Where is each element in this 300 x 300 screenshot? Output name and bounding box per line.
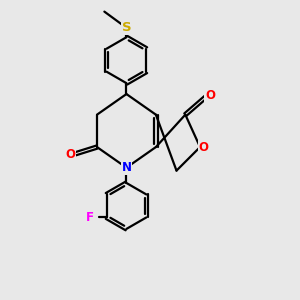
Text: N: N	[122, 161, 131, 174]
Text: O: O	[206, 89, 215, 102]
Text: O: O	[65, 148, 76, 161]
Text: O: O	[199, 141, 208, 154]
Text: F: F	[86, 211, 94, 224]
Text: S: S	[122, 21, 131, 34]
